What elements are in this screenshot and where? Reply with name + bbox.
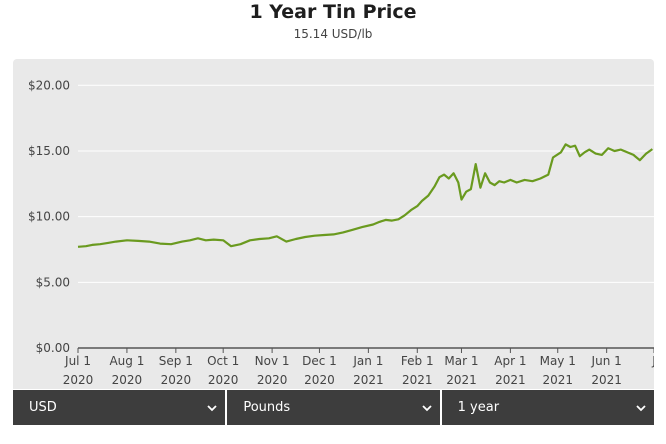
chevron-down-icon — [636, 404, 646, 411]
series-layer — [77, 143, 654, 248]
gridlines — [78, 84, 654, 349]
x-axis: Jul 1 2020 Aug 1 2020 Sep 1 2020 Oct 1 2020 Nov … — [63, 348, 654, 387]
unit-select[interactable]: Pounds — [227, 390, 442, 425]
x-tick-label: Mar 1 2021 — [444, 354, 478, 387]
x-tick-label: Feb 1 2021 — [401, 354, 434, 387]
chart-title: 1 Year Tin Price — [249, 1, 417, 23]
y-tick-label: $10.00 — [28, 210, 70, 224]
y-axis: $0.00 $5.00 $10.00 $15.00 $20.00 — [28, 78, 70, 355]
chart-panel: $0.00 $5.00 $10.00 $15.00 $20.00 Jul 1 2020 Au… — [13, 59, 654, 389]
x-tick-label: Jun 1 2021 — [591, 354, 622, 387]
x-tick-label: J — [651, 354, 654, 368]
x-tick-label: Dec 1 2020 — [302, 354, 337, 387]
x-tick-label: May 1 2021 — [540, 354, 576, 387]
x-tick-label: Apr 1 2021 — [494, 354, 526, 387]
chart-controls: USD Pounds 1 year — [13, 390, 654, 425]
y-tick-label: $20.00 — [28, 78, 70, 92]
x-tick-label: Sep 1 2020 — [159, 354, 193, 387]
x-tick-label: Jan 1 2021 — [352, 354, 383, 387]
current-price-subtitle: 15.14 USD/lb — [293, 27, 373, 41]
x-tick-label: Jul 1 2020 — [63, 354, 94, 387]
chevron-down-icon — [207, 404, 217, 411]
y-tick-label: $0.00 — [36, 341, 70, 355]
chevron-down-icon — [422, 404, 432, 411]
currency-select-value: USD — [29, 400, 57, 415]
range-select-value: 1 year — [457, 400, 500, 415]
line-chart: $0.00 $5.00 $10.00 $15.00 $20.00 Jul 1 2020 Au… — [28, 78, 654, 387]
y-tick-label: $15.00 — [28, 144, 70, 158]
x-tick-label: Nov 1 2020 — [255, 354, 290, 387]
currency-select[interactable]: USD — [13, 390, 228, 425]
x-tick-label: Oct 1 2020 — [207, 354, 239, 387]
price-series-line — [77, 143, 654, 248]
range-select[interactable]: 1 year — [441, 390, 654, 425]
unit-select-value: Pounds — [243, 400, 291, 415]
y-tick-label: $5.00 — [36, 275, 70, 289]
x-tick-label: Aug 1 2020 — [109, 354, 144, 387]
